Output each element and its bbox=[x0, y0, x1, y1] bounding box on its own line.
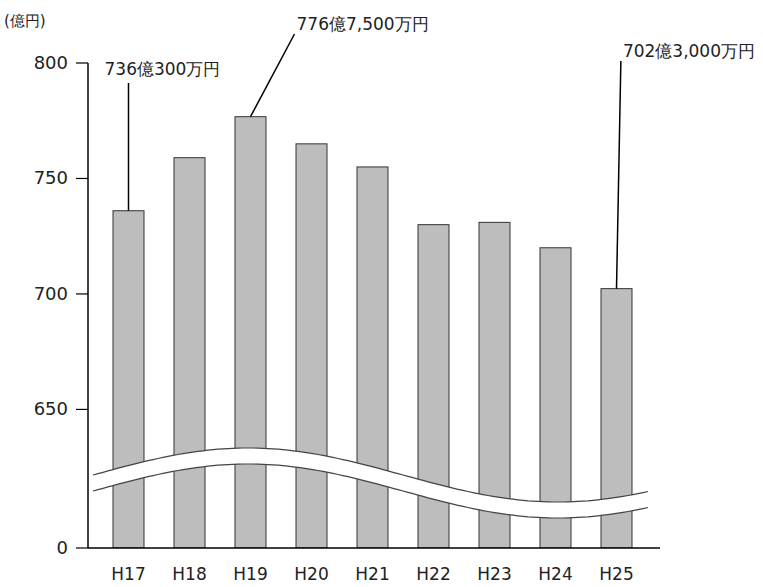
leader-line bbox=[251, 34, 295, 117]
y-tick bbox=[76, 178, 88, 179]
bar bbox=[357, 167, 388, 548]
x-tick-label: H22 bbox=[416, 564, 450, 584]
x-tick-label: H19 bbox=[233, 564, 267, 584]
x-tick-label: H25 bbox=[599, 564, 633, 584]
x-tick-label: H17 bbox=[111, 564, 145, 584]
value-label: 736億300万円 bbox=[105, 59, 221, 79]
axis-break-line bbox=[93, 448, 648, 502]
y-axis-title: (億円) bbox=[4, 12, 46, 30]
y-tick bbox=[76, 62, 88, 63]
y-tick-label: 650 bbox=[34, 398, 68, 419]
y-tick-label: 700 bbox=[34, 283, 68, 304]
axis-break-band bbox=[93, 448, 648, 518]
leader-line bbox=[128, 83, 130, 211]
value-label: 776億7,500万円 bbox=[297, 14, 429, 34]
chart: 0 650 700 750 800 (億円) H17 H18 H19 H20 H21 H22 H23 H2… bbox=[0, 0, 763, 587]
y-tick bbox=[76, 293, 88, 294]
x-tick-label: H23 bbox=[477, 564, 511, 584]
y-tick-label: 750 bbox=[34, 167, 68, 188]
x-tick-label: H20 bbox=[294, 564, 328, 584]
bar bbox=[174, 158, 205, 548]
y-tick-label: 800 bbox=[34, 52, 68, 73]
x-tick-label: H21 bbox=[355, 564, 389, 584]
leader-line bbox=[617, 61, 621, 289]
x-tick-label: H18 bbox=[172, 564, 206, 584]
bar bbox=[296, 144, 327, 548]
x-tick-label: H24 bbox=[538, 564, 572, 584]
y-tick bbox=[76, 547, 88, 548]
x-axis bbox=[88, 547, 660, 549]
axis-break-line bbox=[93, 464, 648, 518]
y-tick-label: 0 bbox=[57, 537, 68, 558]
y-tick bbox=[76, 409, 88, 410]
y-axis bbox=[87, 63, 89, 548]
chart-root: 0 650 700 750 800 (億円) H17 H18 H19 H20 H21 H22 H23 H2… bbox=[0, 0, 763, 587]
bar bbox=[113, 211, 144, 548]
bar bbox=[235, 117, 266, 548]
value-label: 702億3,000万円 bbox=[623, 41, 755, 61]
